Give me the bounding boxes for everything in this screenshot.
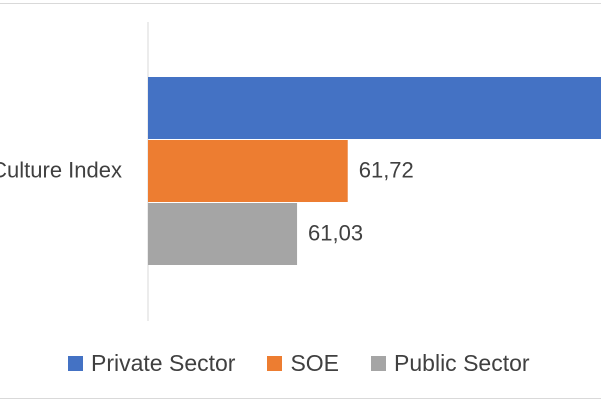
legend-swatch-soe (267, 355, 283, 371)
legend-swatch-private-sector (68, 355, 83, 371)
bar-public-sector (148, 203, 298, 265)
chart-frame-bottom-border (0, 398, 601, 399)
legend-item-public-sector: Public Sector (371, 350, 530, 377)
chart-frame-top-border (0, 3, 601, 4)
data-label-soe: 61,72 (359, 157, 414, 182)
data-label-public-sector: 61,03 (308, 220, 363, 245)
bar-private-sector (148, 77, 601, 139)
legend-swatch-public-sector (371, 355, 387, 371)
legend-label-soe: SOE (290, 349, 340, 376)
bar-soe (148, 140, 348, 202)
legend-item-soe: SOE (267, 350, 339, 377)
category-label: Culture Index (0, 157, 122, 182)
legend-label-private-sector: Private Sector (91, 349, 236, 376)
chart-legend: Private Sector SOE Public Sector (68, 348, 530, 378)
legend-item-private-sector: Private Sector (68, 350, 235, 377)
legend-label-public-sector: Public Sector (394, 349, 530, 376)
